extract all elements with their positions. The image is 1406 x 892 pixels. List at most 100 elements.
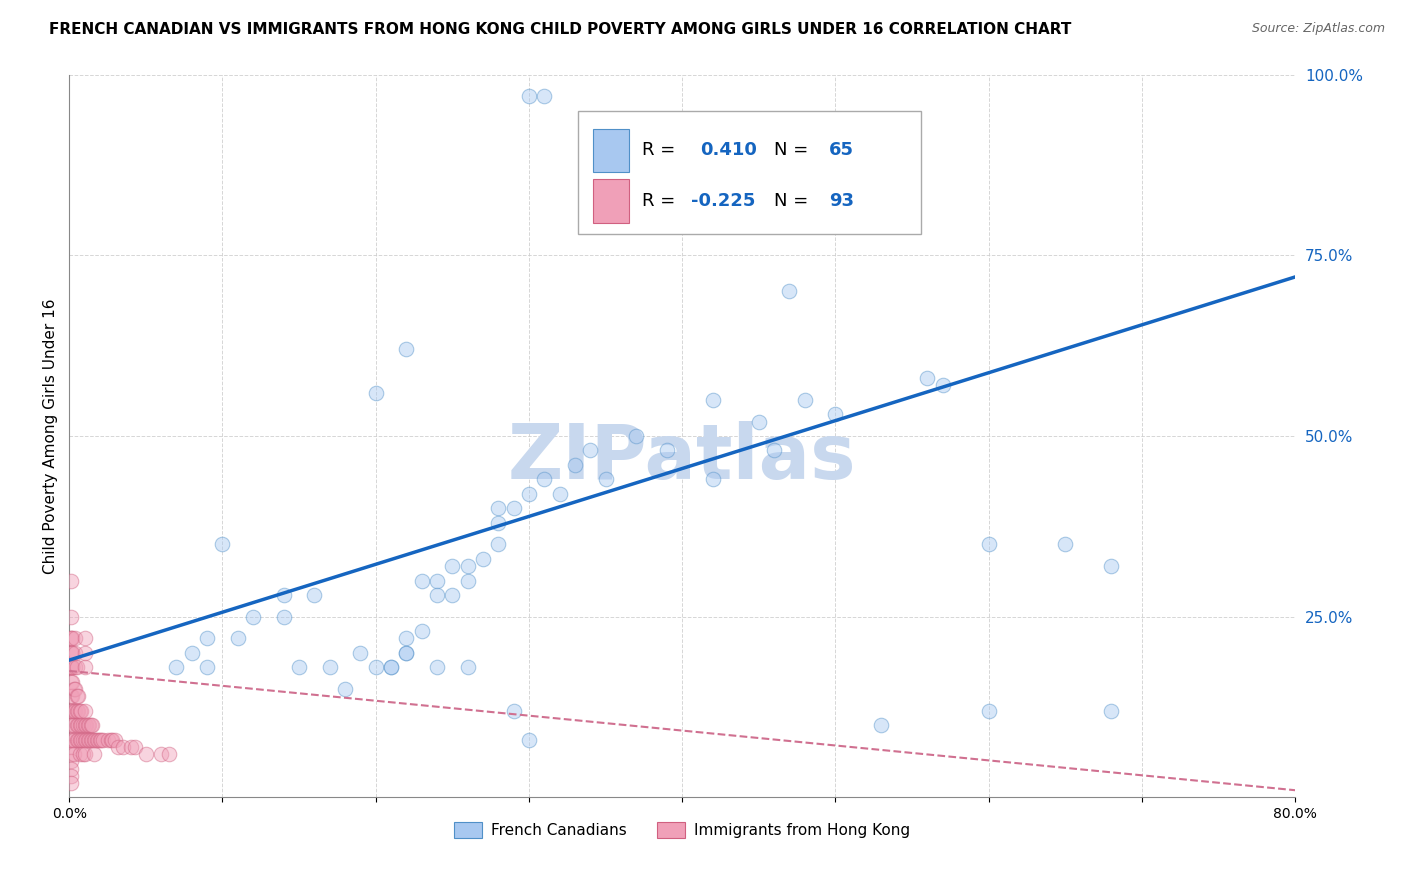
Point [333, 681, 356, 696]
Point [65, 704, 87, 718]
Text: Source: ZipAtlas.com: Source: ZipAtlas.com [1251, 22, 1385, 36]
Point [59, 690, 82, 704]
Point [395, 646, 418, 660]
Point [486, 537, 509, 551]
Point [67, 732, 90, 747]
Point [67, 704, 90, 718]
Point [441, 559, 464, 574]
Point [150, 747, 173, 761]
Text: N =: N = [775, 192, 808, 210]
Point [517, 487, 540, 501]
Point [763, 443, 786, 458]
Point [655, 443, 678, 458]
Y-axis label: Child Poverty Among Girls Under 16: Child Poverty Among Girls Under 16 [44, 298, 58, 574]
Point [59, 660, 82, 674]
Point [533, 89, 555, 103]
Point [824, 407, 846, 421]
Point [564, 458, 586, 472]
Point [65, 646, 87, 660]
Point [60, 646, 83, 660]
Bar [593, 179, 630, 223]
Point [76, 718, 98, 732]
Point [86, 732, 108, 747]
Point [395, 632, 418, 646]
Point [411, 574, 433, 588]
Point [226, 632, 249, 646]
Point [100, 732, 122, 747]
Point [63, 747, 86, 761]
Point [931, 378, 953, 392]
Point [104, 732, 127, 747]
Point [60, 646, 83, 660]
Text: FRENCH CANADIAN VS IMMIGRANTS FROM HONG KONG CHILD POVERTY AMONG GIRLS UNDER 16 : FRENCH CANADIAN VS IMMIGRANTS FROM HONG … [49, 22, 1071, 37]
Point [67, 718, 90, 732]
Point [242, 609, 264, 624]
Point [1054, 537, 1077, 551]
Point [59, 739, 82, 754]
Point [166, 660, 188, 674]
Point [211, 537, 233, 551]
Point [60, 732, 83, 747]
FancyBboxPatch shape [578, 111, 921, 234]
Point [59, 769, 82, 783]
Point [59, 632, 82, 646]
Point [124, 739, 146, 754]
Point [702, 392, 724, 407]
Point [59, 776, 82, 790]
Point [702, 472, 724, 486]
Point [195, 632, 218, 646]
Point [70, 718, 93, 732]
Point [626, 429, 648, 443]
Point [73, 646, 96, 660]
Point [380, 660, 402, 674]
Point [59, 646, 82, 660]
Point [502, 501, 524, 516]
Point [60, 660, 83, 674]
Point [977, 704, 1000, 718]
Point [59, 609, 82, 624]
Point [73, 704, 96, 718]
Point [63, 718, 86, 732]
Point [457, 574, 479, 588]
Point [63, 732, 86, 747]
Point [59, 732, 82, 747]
Point [288, 660, 311, 674]
Point [59, 754, 82, 768]
Point [59, 718, 82, 732]
Point [486, 501, 509, 516]
Point [83, 732, 105, 747]
Point [472, 552, 495, 566]
Point [82, 732, 104, 747]
Point [60, 674, 83, 689]
Point [548, 487, 571, 501]
Point [79, 718, 101, 732]
Point [111, 739, 134, 754]
Point [395, 343, 418, 357]
Point [69, 747, 91, 761]
Point [793, 392, 815, 407]
Point [66, 690, 89, 704]
Point [1099, 704, 1122, 718]
Point [517, 732, 540, 747]
Point [135, 747, 157, 761]
Point [778, 285, 800, 299]
Point [70, 732, 93, 747]
Point [73, 732, 96, 747]
Point [66, 718, 89, 732]
Point [349, 646, 371, 660]
Point [517, 89, 540, 103]
Point [426, 660, 449, 674]
Point [426, 588, 449, 602]
Point [69, 704, 91, 718]
Text: 65: 65 [830, 142, 855, 160]
Point [748, 415, 770, 429]
Point [457, 559, 479, 574]
Point [76, 732, 98, 747]
Text: -0.225: -0.225 [690, 192, 755, 210]
Point [195, 660, 218, 674]
Point [107, 739, 129, 754]
Point [77, 732, 100, 747]
Text: 93: 93 [830, 192, 855, 210]
Point [533, 472, 555, 486]
Point [73, 660, 96, 674]
